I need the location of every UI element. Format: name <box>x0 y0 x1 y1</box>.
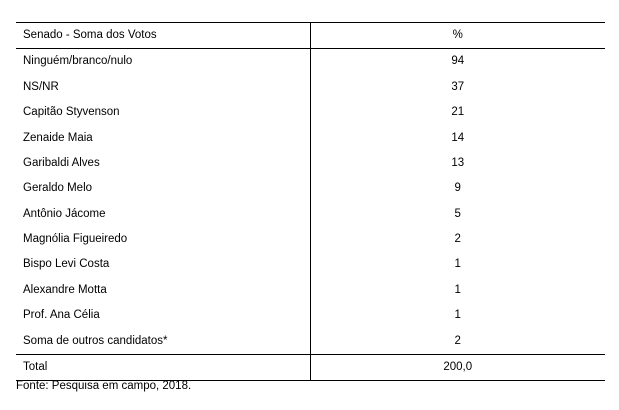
row-name-cell: Alexandre Motta <box>23 283 107 296</box>
row-name-cell: Ninguém/branco/nulo <box>23 55 133 68</box>
row-percent-cell: 1 <box>309 303 605 329</box>
total-name-cell: Total <box>23 361 48 374</box>
table-row: Ninguém/branco/nulo 94 <box>16 48 605 75</box>
table-row: Garibaldi Alves 13 <box>16 150 605 177</box>
row-percent-cell: 9 <box>309 176 605 202</box>
table-row: Bispo Levi Costa 1 <box>16 252 605 278</box>
row-name-cell: Antônio Jácome <box>23 207 106 220</box>
total-row: Total 200,0 <box>16 354 605 381</box>
row-percent-cell: 5 <box>309 201 605 228</box>
table-row: Capitão Styvenson 21 <box>16 100 605 126</box>
row-percent-cell: 94 <box>309 48 605 75</box>
row-percent-cell: 2 <box>309 328 605 355</box>
row-percent-cell: 13 <box>309 150 605 177</box>
row-percent-cell: 37 <box>309 74 605 101</box>
row-name-cell: Zenaide Maia <box>23 131 93 144</box>
table-row: Antônio Jácome 5 <box>16 201 605 228</box>
total-percent-cell: 200,0 <box>309 354 605 381</box>
table-row: Zenaide Maia 14 <box>16 125 605 151</box>
row-name-cell: Geraldo Melo <box>23 182 93 195</box>
row-name-cell: Capitão Styvenson <box>23 106 120 119</box>
table-row: Magnólia Figueiredo 2 <box>16 227 605 253</box>
table-row: Alexandre Motta 1 <box>16 277 605 304</box>
row-percent-cell: 1 <box>309 277 605 304</box>
row-name-cell: Soma de outros candidatos* <box>23 334 168 347</box>
row-name-cell: Magnólia Figueiredo <box>23 233 128 246</box>
header-name-cell: Senado - Soma dos Votos <box>23 28 157 41</box>
source-note: Fonte: Pesquisa em campo, 2018. <box>16 380 192 392</box>
results-table-container: Senado - Soma dos Votos % Ninguém/branco… <box>16 22 605 381</box>
table-row: NS/NR 37 <box>16 74 605 101</box>
header-percent-cell: % <box>309 22 605 49</box>
table-row: Prof. Ana Célia 1 <box>16 303 605 329</box>
row-percent-cell: 14 <box>309 125 605 151</box>
row-percent-cell: 21 <box>309 100 605 126</box>
row-name-cell: Garibaldi Alves <box>23 156 100 169</box>
row-name-cell: Prof. Ana Célia <box>23 309 100 322</box>
table-row: Soma de outros candidatos* 2 <box>16 328 605 355</box>
row-percent-cell: 1 <box>309 252 605 278</box>
table-row: Geraldo Melo 9 <box>16 176 605 202</box>
row-name-cell: NS/NR <box>23 80 59 93</box>
row-percent-cell: 2 <box>309 227 605 253</box>
senate-votes-table: Senado - Soma dos Votos % Ninguém/branco… <box>16 22 605 381</box>
table-header-row: Senado - Soma dos Votos % <box>16 22 605 49</box>
row-name-cell: Bispo Levi Costa <box>23 258 110 271</box>
